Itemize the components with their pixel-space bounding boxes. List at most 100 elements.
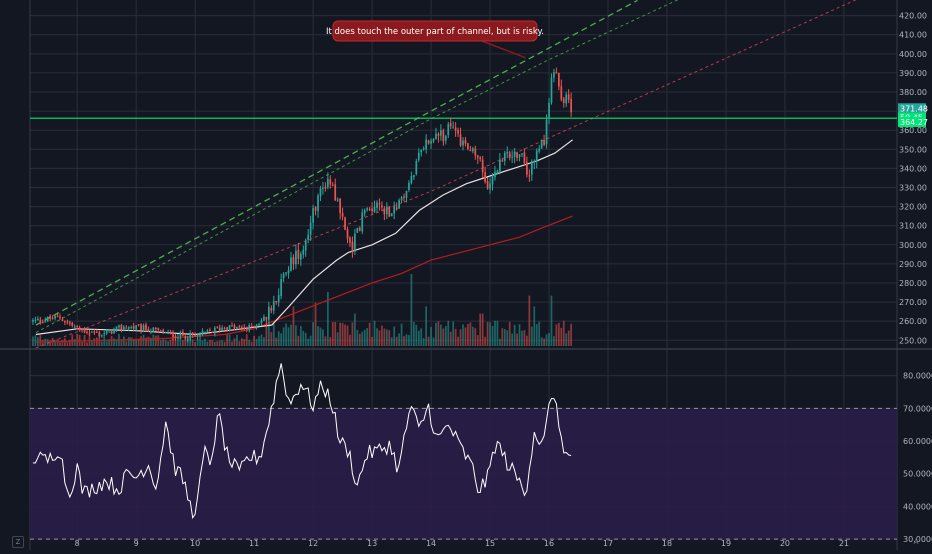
volume-bar (553, 336, 555, 346)
candle-body (326, 178, 329, 188)
volume-bar (206, 341, 209, 346)
candle-body (127, 327, 130, 329)
volume-bar (209, 340, 211, 346)
candle-body (275, 301, 278, 303)
volume-bar (366, 328, 369, 346)
volume-bar (152, 334, 155, 346)
candle-body (336, 199, 339, 201)
candle-body (444, 135, 447, 141)
candle-body (371, 208, 373, 212)
candle-body (61, 319, 64, 321)
axis-labels: 250.00 260.00 270.00 280.00 290.00 300.00 310.… (75, 12, 932, 548)
time-tick-label: 8 (75, 539, 80, 548)
candle-body (393, 206, 396, 214)
volume-bar (331, 322, 334, 346)
volume-bar (282, 327, 285, 346)
volume-bar (381, 325, 383, 346)
candle-body (255, 324, 258, 327)
volume-bar (154, 335, 157, 346)
candle-body (309, 222, 312, 235)
candle-body (408, 182, 410, 190)
candle-body (420, 149, 423, 153)
candle-body (290, 257, 292, 271)
rsi-series (32, 363, 572, 520)
candle-body (287, 270, 290, 274)
candle-body (432, 138, 435, 142)
candle-body (177, 337, 179, 339)
rsi-tick-label: 40.0000 (903, 502, 932, 511)
price-tick-label: 420.00 (899, 12, 927, 21)
volume-bar (135, 338, 138, 346)
time-tick-label: 9 (134, 539, 139, 548)
volume-bar (533, 306, 536, 346)
candle-body (238, 326, 241, 328)
candle-body (410, 176, 413, 184)
volume-layer (32, 274, 572, 346)
candle-body (157, 328, 160, 330)
volume-bar (159, 340, 162, 346)
volume-bar (307, 338, 310, 346)
candle-body (221, 327, 224, 332)
volume-bar (363, 329, 366, 346)
candle-body (565, 94, 568, 104)
candle-body (191, 332, 194, 336)
volume-bar (530, 326, 533, 346)
price-tick-label: 350.00 (899, 145, 927, 154)
volume-bar (201, 340, 204, 346)
volume-bar (309, 335, 312, 346)
volume-bar (272, 323, 275, 346)
volume-bar (243, 339, 246, 346)
rsi-tick-label: 80.0000 (903, 372, 932, 381)
volume-bar (181, 340, 184, 346)
candle-body (277, 295, 280, 303)
candle-body (540, 139, 543, 149)
volume-bar (427, 336, 430, 346)
volume-bar (528, 295, 531, 346)
candles (32, 67, 572, 343)
volume-bar (137, 339, 140, 346)
candle-body (489, 183, 491, 190)
candle-body (358, 227, 361, 231)
time-tick-label: 17 (603, 539, 613, 548)
volume-bar (555, 324, 558, 346)
volume-bar (550, 295, 553, 346)
candle-body (179, 332, 182, 337)
candle-body (373, 206, 376, 213)
candle-body (196, 334, 199, 337)
candle-body (118, 325, 120, 328)
candle-body (145, 324, 147, 330)
candle-body (511, 156, 514, 158)
candle-body (481, 159, 484, 173)
volume-bar (400, 323, 403, 346)
volume-bar (199, 336, 201, 346)
volume-bar (339, 322, 341, 346)
candle-body (435, 133, 437, 140)
candle-body (108, 329, 110, 331)
volume-bar (59, 342, 61, 346)
volume-bar (570, 323, 572, 346)
candle-body (169, 331, 172, 333)
volume-bar (91, 340, 93, 346)
volume-bar (467, 323, 469, 346)
candle-body (405, 190, 408, 198)
volume-bar (516, 333, 518, 346)
candle-body (415, 161, 418, 175)
candle-body (56, 315, 59, 317)
candle-body (324, 186, 327, 189)
volume-bar (270, 332, 273, 346)
volume-bar (280, 333, 283, 346)
candle-body (523, 152, 526, 164)
annotation-text: It does touch the outer part of channel,… (326, 27, 544, 37)
volume-bar (425, 306, 428, 346)
candle-body (361, 212, 364, 232)
volume-bar (378, 330, 381, 346)
candle-body (253, 326, 255, 328)
candle-body (103, 333, 106, 335)
candle-body (562, 98, 565, 103)
candle-body (447, 124, 450, 135)
candle-body (248, 325, 251, 331)
volume-bar (73, 338, 76, 346)
volume-bar (213, 341, 216, 346)
corner-right-label[interactable]: A (913, 538, 919, 546)
